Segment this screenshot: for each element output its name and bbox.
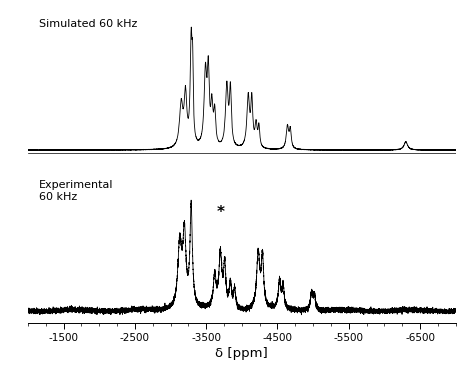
Text: Simulated 60 kHz: Simulated 60 kHz xyxy=(39,19,137,29)
Text: Experimental
60 kHz: Experimental 60 kHz xyxy=(39,180,113,202)
Text: *: * xyxy=(216,205,225,220)
X-axis label: δ [ppm]: δ [ppm] xyxy=(215,347,268,360)
